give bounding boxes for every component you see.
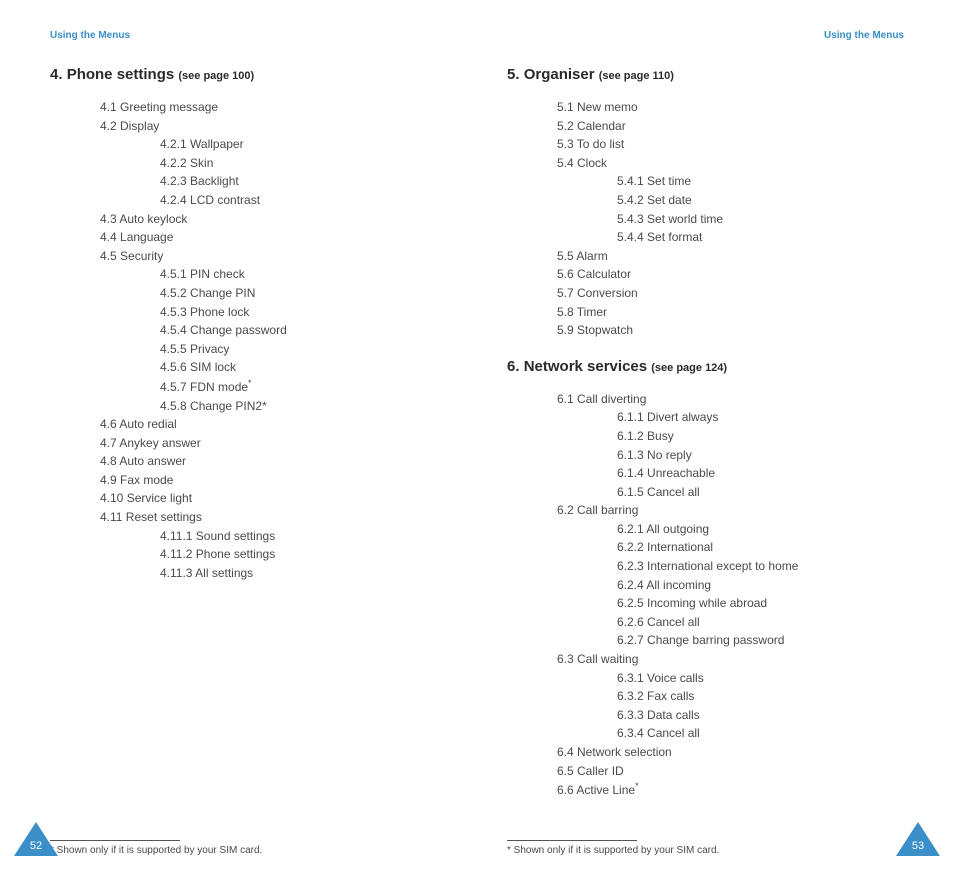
- item-5-8: 5.8 Timer: [557, 303, 904, 322]
- item-5-7: 5.7 Conversion: [557, 284, 904, 303]
- item-5-9: 5.9 Stopwatch: [557, 321, 904, 340]
- item-4-3: 4.3 Auto keylock: [100, 210, 447, 229]
- item-6-2-3: 6.2.3 International except to home: [617, 557, 904, 576]
- footnote-left: * Shown only if it is supported by your …: [50, 845, 427, 856]
- item-6-6-text: 6.6 Active Line: [557, 783, 635, 797]
- item-6-3: 6.3 Call waiting: [557, 650, 904, 669]
- item-4-11-2: 4.11.2 Phone settings: [160, 545, 447, 564]
- section-4-title: 4. Phone settings (see page 100): [50, 66, 447, 83]
- item-4-5-7-text: 4.5.7 FDN mode: [160, 380, 248, 394]
- item-6-1-3: 6.1.3 No reply: [617, 446, 904, 465]
- item-6-1-1: 6.1.1 Divert always: [617, 408, 904, 427]
- footnote-rule-right: [507, 840, 637, 841]
- asterisk-icon: *: [635, 781, 639, 791]
- item-4-10: 4.10 Service light: [100, 489, 447, 508]
- header-right: Using the Menus: [507, 30, 904, 41]
- item-4-5-7: 4.5.7 FDN mode*: [160, 377, 447, 397]
- item-6-6: 6.6 Active Line*: [557, 780, 904, 800]
- item-4-5-8: 4.5.8 Change PIN2*: [160, 397, 447, 416]
- item-5-4-4: 5.4.4 Set format: [617, 228, 904, 247]
- item-4-5-2: 4.5.2 Change PIN: [160, 284, 447, 303]
- item-4-2-2: 4.2.2 Skin: [160, 154, 447, 173]
- item-6-3-1: 6.3.1 Voice calls: [617, 669, 904, 688]
- header-left: Using the Menus: [50, 30, 447, 41]
- item-4-9: 4.9 Fax mode: [100, 471, 447, 490]
- footer-left: * Shown only if it is supported by your …: [50, 830, 427, 856]
- item-4-11: 4.11 Reset settings: [100, 508, 447, 527]
- item-6-2-5: 6.2.5 Incoming while abroad: [617, 594, 904, 613]
- section-6-num: 6.: [507, 358, 520, 375]
- item-6-1-4: 6.1.4 Unreachable: [617, 464, 904, 483]
- section-6-name: Network services: [524, 358, 647, 375]
- item-6-1-2: 6.1.2 Busy: [617, 427, 904, 446]
- item-4-5-5: 4.5.5 Privacy: [160, 340, 447, 359]
- item-5-5: 5.5 Alarm: [557, 247, 904, 266]
- item-5-2: 5.2 Calendar: [557, 117, 904, 136]
- page-right: Using the Menus 5. Organiser (see page 1…: [477, 0, 954, 876]
- item-4-2-1: 4.2.1 Wallpaper: [160, 135, 447, 154]
- footer-right: * Shown only if it is supported by your …: [507, 830, 904, 856]
- item-4-1: 4.1 Greeting message: [100, 98, 447, 117]
- item-6-2-4: 6.2.4 All incoming: [617, 576, 904, 595]
- section-5-title: 5. Organiser (see page 110): [507, 66, 904, 83]
- section-4-name: Phone settings: [67, 66, 175, 83]
- item-4-2-4: 4.2.4 LCD contrast: [160, 191, 447, 210]
- item-5-3: 5.3 To do list: [557, 135, 904, 154]
- section-5-see: (see page 110): [599, 70, 674, 82]
- footnote-rule-left: [50, 840, 180, 841]
- footnote-right: * Shown only if it is supported by your …: [507, 845, 904, 856]
- item-6-1-5: 6.1.5 Cancel all: [617, 483, 904, 502]
- item-6-3-3: 6.3.3 Data calls: [617, 706, 904, 725]
- item-6-3-4: 6.3.4 Cancel all: [617, 724, 904, 743]
- section-5-list: 5.1 New memo 5.2 Calendar 5.3 To do list…: [507, 98, 904, 340]
- item-5-4-1: 5.4.1 Set time: [617, 172, 904, 191]
- page-left: Using the Menus 4. Phone settings (see p…: [0, 0, 477, 876]
- section-6-see: (see page 124): [651, 362, 727, 374]
- item-5-4-2: 5.4.2 Set date: [617, 191, 904, 210]
- section-5-num: 5.: [507, 66, 520, 83]
- item-6-1: 6.1 Call diverting: [557, 390, 904, 409]
- item-4-5-1: 4.5.1 PIN check: [160, 265, 447, 284]
- item-6-4: 6.4 Network selection: [557, 743, 904, 762]
- page-number-left: 52: [14, 840, 58, 852]
- page-spread: Using the Menus 4. Phone settings (see p…: [0, 0, 954, 876]
- page-number-right: 53: [896, 840, 940, 852]
- section-6-list: 6.1 Call diverting 6.1.1 Divert always 6…: [507, 390, 904, 800]
- item-6-2-1: 6.2.1 All outgoing: [617, 520, 904, 539]
- item-4-5-3: 4.5.3 Phone lock: [160, 303, 447, 322]
- section-4-list: 4.1 Greeting message 4.2 Display 4.2.1 W…: [50, 98, 447, 582]
- item-5-6: 5.6 Calculator: [557, 265, 904, 284]
- item-5-1: 5.1 New memo: [557, 98, 904, 117]
- section-4-num: 4.: [50, 66, 63, 83]
- item-4-11-1: 4.11.1 Sound settings: [160, 527, 447, 546]
- item-4-2-3: 4.2.3 Backlight: [160, 172, 447, 191]
- section-5-name: Organiser: [524, 66, 595, 83]
- item-4-5: 4.5 Security: [100, 247, 447, 266]
- section-6-title: 6. Network services (see page 124): [507, 358, 904, 375]
- section-4-see: (see page 100): [178, 70, 254, 82]
- item-4-2: 4.2 Display: [100, 117, 447, 136]
- item-6-2-2: 6.2.2 International: [617, 538, 904, 557]
- item-4-11-3: 4.11.3 All settings: [160, 564, 447, 583]
- item-6-2-7: 6.2.7 Change barring password: [617, 631, 904, 650]
- item-4-6: 4.6 Auto redial: [100, 415, 447, 434]
- item-6-2-6: 6.2.6 Cancel all: [617, 613, 904, 632]
- item-6-2: 6.2 Call barring: [557, 501, 904, 520]
- item-4-7: 4.7 Anykey answer: [100, 434, 447, 453]
- item-5-4: 5.4 Clock: [557, 154, 904, 173]
- item-5-4-3: 5.4.3 Set world time: [617, 210, 904, 229]
- item-4-4: 4.4 Language: [100, 228, 447, 247]
- item-4-5-6: 4.5.6 SIM lock: [160, 358, 447, 377]
- item-4-5-4: 4.5.4 Change password: [160, 321, 447, 340]
- item-4-8: 4.8 Auto answer: [100, 452, 447, 471]
- asterisk-icon: *: [248, 378, 252, 388]
- item-6-3-2: 6.3.2 Fax calls: [617, 687, 904, 706]
- item-6-5: 6.5 Caller ID: [557, 762, 904, 781]
